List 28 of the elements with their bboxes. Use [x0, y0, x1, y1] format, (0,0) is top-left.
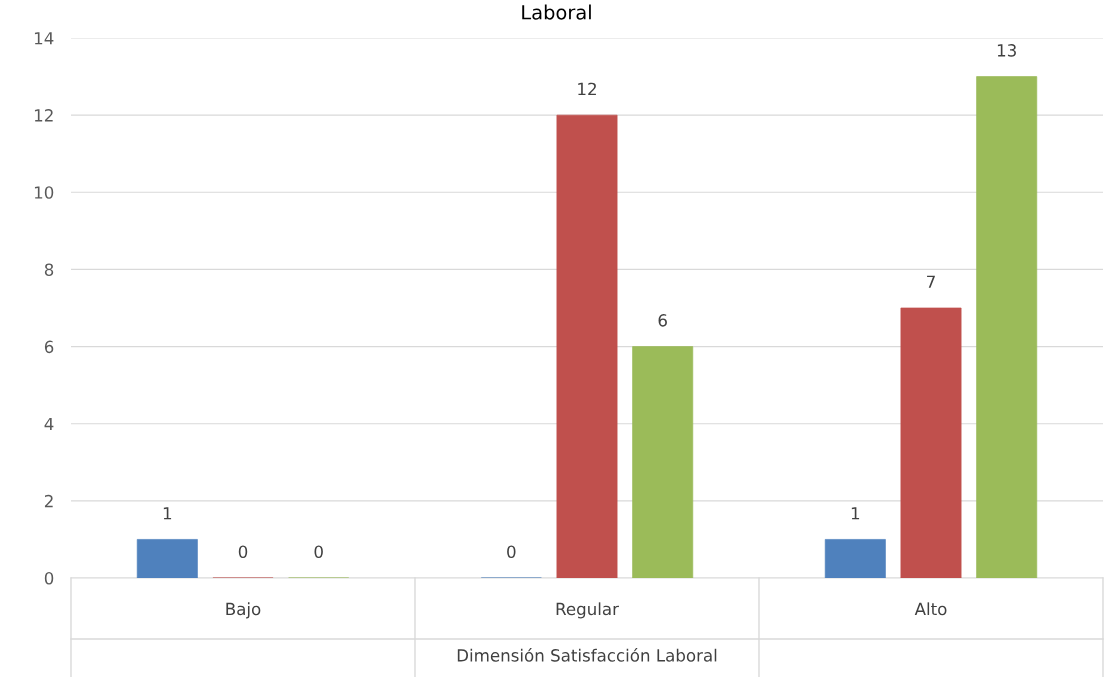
- data-label: 1: [163, 507, 172, 520]
- y-tick-label: 10: [34, 186, 54, 199]
- y-tick-label: 12: [34, 109, 53, 122]
- data-label: 12: [578, 82, 596, 96]
- data-label: 6: [658, 314, 667, 327]
- y-tick-label: 14: [34, 32, 54, 45]
- data-label: 0: [314, 545, 323, 559]
- data-label: 7: [927, 275, 935, 288]
- bar: [900, 307, 962, 578]
- y-tick-label: 0: [44, 571, 54, 585]
- bar: [632, 346, 694, 578]
- data-label: 0: [238, 545, 248, 559]
- x-axis-title: Dimensión Satisfacción Laboral: [457, 648, 717, 662]
- y-tick-label: 8: [44, 263, 54, 276]
- bar: [824, 539, 886, 578]
- y-tick-label: 2: [44, 494, 53, 508]
- y-tick-label: 6: [44, 340, 54, 354]
- x-tick-label: Alto: [914, 602, 947, 616]
- bar: [136, 539, 198, 578]
- y-tick-label: 4: [44, 417, 54, 431]
- bar: [976, 76, 1038, 578]
- data-label: 1: [851, 507, 860, 520]
- data-label: 13: [997, 44, 1016, 57]
- bar: [556, 114, 618, 578]
- chart-title: Laboral: [522, 4, 591, 20]
- x-tick-label: Regular: [556, 602, 619, 619]
- data-label: 0: [507, 545, 516, 559]
- x-tick-label: Bajo: [226, 602, 261, 619]
